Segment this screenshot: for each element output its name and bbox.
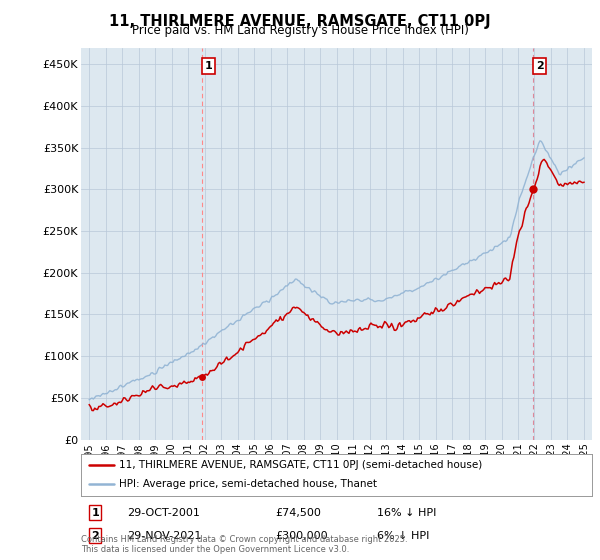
Text: 2: 2 [536,61,544,71]
Text: 16% ↓ HPI: 16% ↓ HPI [377,508,437,517]
Text: 6% ↓ HPI: 6% ↓ HPI [377,530,430,540]
Text: 29-NOV-2021: 29-NOV-2021 [127,530,202,540]
Text: 29-OCT-2001: 29-OCT-2001 [127,508,200,517]
Text: Price paid vs. HM Land Registry's House Price Index (HPI): Price paid vs. HM Land Registry's House … [131,24,469,36]
Text: £300,000: £300,000 [275,530,328,540]
Text: Contains HM Land Registry data © Crown copyright and database right 2025.
This d: Contains HM Land Registry data © Crown c… [81,535,407,554]
Text: 1: 1 [205,61,212,71]
Text: 2: 2 [91,530,99,540]
Text: HPI: Average price, semi-detached house, Thanet: HPI: Average price, semi-detached house,… [119,479,377,489]
Text: 1: 1 [91,508,99,517]
Text: 11, THIRLMERE AVENUE, RAMSGATE, CT11 0PJ: 11, THIRLMERE AVENUE, RAMSGATE, CT11 0PJ [109,14,491,29]
Text: 11, THIRLMERE AVENUE, RAMSGATE, CT11 0PJ (semi-detached house): 11, THIRLMERE AVENUE, RAMSGATE, CT11 0PJ… [119,460,482,470]
Text: £74,500: £74,500 [275,508,321,517]
